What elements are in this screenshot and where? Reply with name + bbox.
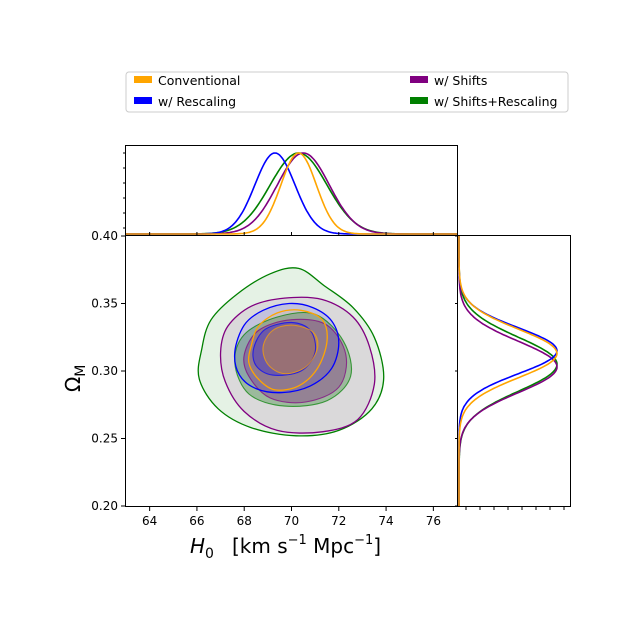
contour-line-outer-w-shifts-rescaling	[197, 267, 385, 437]
om-curve-w-shifts	[458, 236, 558, 506]
legend-label-shifts-rescaling: w/ Shifts+Rescaling	[434, 94, 557, 109]
contour-fill-inner-w-shifts-rescaling	[234, 312, 352, 407]
contour-line-outer-w-rescaling	[233, 302, 340, 394]
y-tick-label: 0.35	[91, 297, 118, 311]
x-tick-label: 64	[142, 514, 157, 528]
y-tick-label: 0.25	[91, 432, 118, 446]
contour-line-inner-w-shifts-rescaling	[234, 311, 353, 407]
legend-label-rescaling: w/ Rescaling	[158, 94, 236, 109]
om-curve-conventional	[458, 236, 558, 506]
x-tick-label: 66	[189, 514, 204, 528]
legend-frame	[125, 71, 569, 113]
legend-swatch-conventional	[134, 76, 152, 83]
contour-fill-inner-conventional	[262, 325, 318, 374]
contour-line-inner-w-rescaling	[252, 321, 317, 376]
contour-fill-outer-conventional	[248, 309, 328, 391]
y-tick-label: 0.20	[91, 499, 118, 513]
legend-swatch-rescaling	[134, 97, 152, 104]
h0-curve-conventional	[126, 152, 457, 235]
x-tick-label: 70	[284, 514, 299, 528]
x-axis-label: H0 [km s−1 Mpc−1]	[190, 533, 381, 562]
contour-line-inner-w-shifts	[243, 318, 348, 404]
main-contour-fills	[198, 267, 384, 436]
y-tick-label: 0.30	[91, 364, 118, 378]
om-marginal-curves	[458, 236, 558, 506]
contour-line-outer-w-shifts	[219, 296, 376, 434]
legend-label-conventional: Conventional	[158, 73, 240, 88]
x-tick-label: 76	[426, 514, 441, 528]
h0-curve-w-rescaling	[126, 152, 457, 235]
contour-fill-inner-w-shifts	[243, 319, 347, 403]
y-tick-label: 0.40	[91, 229, 118, 243]
x-tick-label: 72	[331, 514, 346, 528]
h0-curve-w-shifts	[126, 152, 457, 235]
legend-swatch-shifts	[410, 76, 428, 83]
x-tick-label: 74	[378, 514, 393, 528]
h0-curve-w-shifts-rescaling	[126, 152, 457, 235]
legend-swatch-shifts-rescaling	[410, 97, 428, 104]
contour-line-outer-conventional	[247, 309, 328, 391]
y-axis-label: ΩM	[61, 365, 89, 392]
x-axis-ticks: 64 66 68 70 72 74 76	[142, 506, 441, 528]
contour-line-inner-conventional	[262, 324, 319, 375]
legend: Conventional w/ Shifts w/ Rescaling w/ S…	[125, 71, 569, 113]
marginal-minor-ticks	[123, 152, 565, 510]
x-tick-label: 68	[237, 514, 252, 528]
om-curve-w-rescaling	[458, 236, 558, 506]
legend-label-shifts: w/ Shifts	[434, 73, 487, 88]
om-curve-w-shifts-rescaling	[458, 236, 558, 506]
y-axis-ticks: 0.20 0.25 0.30 0.35 0.40	[91, 229, 126, 513]
h0-marginal-curves	[126, 152, 457, 235]
main-contour-lines	[197, 267, 385, 437]
contour-fill-inner-w-rescaling	[252, 322, 316, 376]
